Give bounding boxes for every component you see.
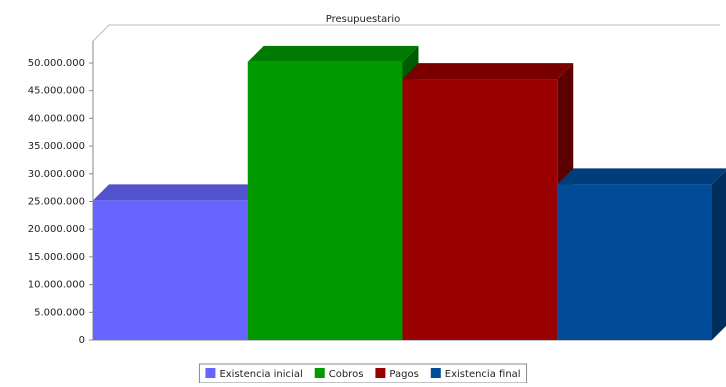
bar-top (557, 168, 726, 185)
y-tick-label: 5.000.000 (34, 307, 85, 318)
y-tick-label: 40.000.000 (28, 113, 85, 124)
legend-label: Pagos (389, 369, 418, 380)
legend-swatch (314, 368, 325, 378)
y-tick-label: 15.000.000 (28, 252, 85, 263)
legend-label: Cobros (329, 369, 364, 380)
chart-title: Presupuestario (326, 14, 401, 25)
y-tick-label: 50.000.000 (28, 58, 85, 69)
bar (557, 184, 712, 340)
y-tick-label: 25.000.000 (28, 197, 85, 208)
y-tick-label: 20.000.000 (28, 224, 85, 235)
bar-top (93, 184, 264, 201)
bar-side (712, 170, 726, 340)
legend-swatch (375, 368, 386, 378)
bar (93, 200, 248, 340)
legend-swatch (430, 368, 441, 378)
y-tick-label: 10.000.000 (28, 280, 85, 291)
legend-swatch (205, 368, 216, 378)
y-tick-label: 45.000.000 (28, 86, 85, 97)
bar (402, 79, 558, 340)
y-tick-label: 30.000.000 (28, 169, 85, 180)
bar-top (247, 45, 419, 62)
legend-label: Existencia final (445, 369, 521, 380)
legend-label: Existencia inicial (219, 369, 302, 380)
back-wall (92, 24, 720, 42)
y-tick-label: 0 (79, 335, 85, 346)
bar-top (402, 63, 574, 80)
legend: Existencia inicial Cobros Pagos Existencia … (198, 363, 528, 384)
y-tick-label: 35.000.000 (28, 141, 85, 152)
bar (247, 61, 403, 340)
